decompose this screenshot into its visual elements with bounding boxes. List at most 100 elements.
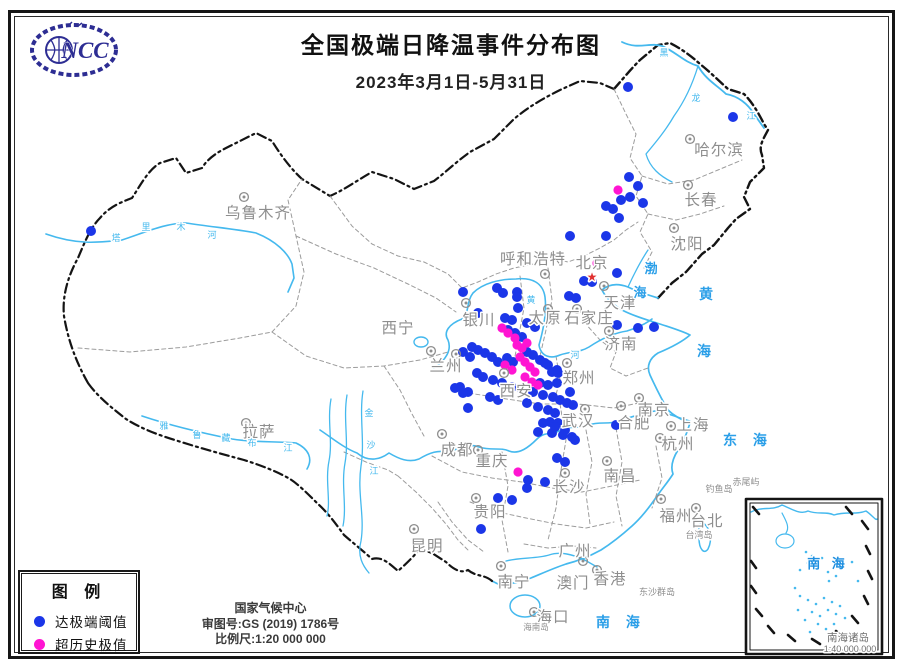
map-label: 钓鱼岛 <box>705 483 732 494</box>
city-label: 广州 <box>558 542 591 560</box>
city-label: 香港 <box>593 570 626 588</box>
city-marker-dot <box>532 610 536 614</box>
extreme-threshold-dot <box>523 475 533 485</box>
city-marker-icon <box>460 297 472 309</box>
map-label: 江 <box>283 443 292 453</box>
inset-island-dot <box>843 616 847 620</box>
city-marker-dot <box>669 424 673 428</box>
city-marker-dot <box>454 352 458 356</box>
city-label: 北京 <box>575 254 608 272</box>
city-marker-icon <box>408 523 420 535</box>
extreme-threshold-dot <box>579 276 589 286</box>
inset-island-dot <box>818 614 822 618</box>
historical-extreme-dot <box>507 365 517 375</box>
province-mid-verticals <box>501 403 663 553</box>
extreme-threshold-dot <box>568 400 578 410</box>
extreme-threshold-dot <box>608 204 618 214</box>
map-label: 木 <box>176 221 185 232</box>
city-marker-dot <box>546 307 550 311</box>
map-label: 江 <box>369 466 378 476</box>
inset-coast <box>750 504 878 521</box>
legend-item-0: 达极端阈值 <box>34 611 138 631</box>
inset-island-dot <box>806 598 810 602</box>
city-marker-icon <box>539 268 551 280</box>
map-label: 藏 <box>221 432 230 443</box>
city-marker-icon <box>579 403 591 415</box>
city-marker-dot <box>607 329 611 333</box>
extreme-threshold-dot <box>625 192 635 202</box>
map-label: 南海诸岛 <box>827 631 869 644</box>
city-marker-icon <box>561 357 573 369</box>
extreme-threshold-dot <box>612 320 622 330</box>
extreme-threshold-dot <box>476 524 486 534</box>
map-label: 江 <box>746 111 755 121</box>
extreme-threshold-dot <box>571 293 581 303</box>
inset-leizhou <box>781 512 789 534</box>
legend-item-1: 超历史极值 <box>34 634 138 654</box>
inset-island-dot <box>816 622 820 626</box>
inset-island-dot <box>803 618 807 622</box>
province-gansu <box>295 235 457 313</box>
extreme-threshold-dot <box>533 402 543 412</box>
map-label: 海南岛 <box>523 622 549 632</box>
city-marker-dot <box>565 361 569 365</box>
river-heilongjiang <box>621 41 765 129</box>
city-label: 杭州 <box>661 435 694 453</box>
city-marker-icon <box>528 606 540 618</box>
inset-island-dot <box>806 561 810 565</box>
city-label: 福州 <box>659 507 692 525</box>
city-marker-dot <box>499 564 503 568</box>
inset-island-dot <box>804 550 808 554</box>
river-sw-3 <box>359 390 370 574</box>
inset-island-dot <box>830 600 834 604</box>
extreme-threshold-dot <box>552 453 562 463</box>
inset-frame-inner <box>749 502 879 651</box>
legend: 图 例 达极端阈值 超历史极值 <box>18 570 140 654</box>
extreme-threshold-dot <box>533 427 543 437</box>
map-label: 河 <box>570 349 579 360</box>
lake-qinghai <box>413 336 429 348</box>
province-tibet-qinghai <box>271 331 449 369</box>
extreme-threshold-dot <box>565 387 575 397</box>
city-label: 天津 <box>603 294 636 312</box>
extreme-threshold-dot <box>616 195 626 205</box>
city-marker-dot <box>412 527 416 531</box>
inset-island-dot <box>834 574 838 578</box>
city-marker-icon <box>470 492 482 504</box>
island-taiwan <box>697 521 712 553</box>
extreme-threshold-dot <box>553 368 563 378</box>
historical-extreme-dot <box>510 333 520 343</box>
footer-block: 国家气候中心 审图号:GS (2019) 1786号 比例尺:1:20 000 … <box>198 601 343 648</box>
city-label: 贵阳 <box>473 503 506 521</box>
map-label: 海 <box>697 343 711 359</box>
river-yarlung <box>141 415 311 470</box>
city-marker-dot <box>659 497 663 501</box>
city-label: 重庆 <box>475 452 508 470</box>
city-marker-icon <box>682 179 694 191</box>
province-shandong <box>583 321 649 377</box>
inset-island-dot <box>814 602 818 606</box>
map-label: 东 海 <box>723 432 773 448</box>
city-marker-icon <box>436 428 448 440</box>
city-label: 郑州 <box>562 369 595 387</box>
map-label: 沙 <box>366 440 375 450</box>
city-marker-icon <box>240 417 252 429</box>
city-marker-icon <box>425 345 437 357</box>
map-label: 海 <box>633 285 646 300</box>
inset-island-dot <box>827 579 831 583</box>
historical-extreme-dot <box>500 360 510 370</box>
city-marker-dot <box>619 404 623 408</box>
city-label: 济南 <box>604 335 637 353</box>
legend-item-label: 超历史极值 <box>55 638 128 653</box>
city-label: 台北 <box>690 512 723 530</box>
map-label: 鲁 <box>192 429 201 440</box>
city-marker-dot <box>476 448 480 452</box>
ncc-logo: NCC <box>28 20 120 85</box>
province-xinjiang-east <box>271 178 305 333</box>
extreme-threshold-dot <box>507 495 517 505</box>
inset-island-dot <box>824 627 828 631</box>
city-marker-dot <box>543 272 547 276</box>
historical-extreme-dot <box>613 185 623 195</box>
extreme-threshold-dot <box>528 350 538 360</box>
